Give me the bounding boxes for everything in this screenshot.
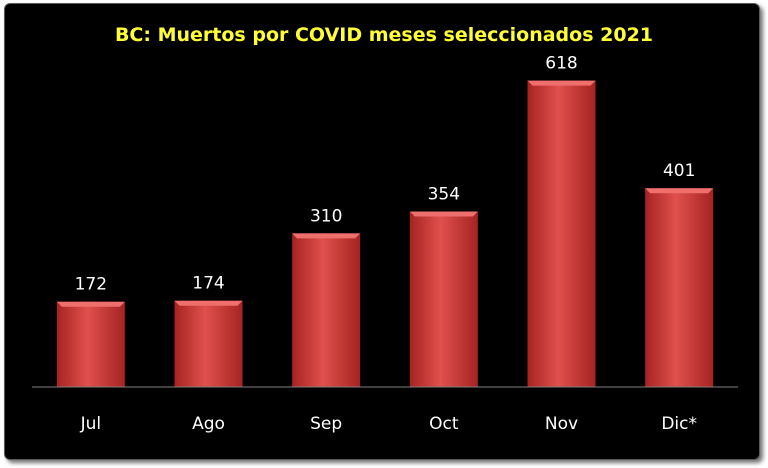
bar-ago — [174, 300, 243, 387]
bar-top-face — [409, 211, 478, 217]
x-tick-label: Ago — [192, 414, 225, 434]
x-tick-label: Nov — [545, 414, 578, 434]
bar-sep — [292, 233, 361, 387]
chart-title: BC: Muertos por COVID meses seleccionado… — [114, 24, 654, 46]
chart-frame — [4, 3, 760, 460]
x-tick-label: Sep — [310, 414, 342, 434]
value-label: 618 — [545, 54, 577, 74]
value-label: 174 — [192, 274, 224, 294]
value-label: 354 — [428, 185, 460, 205]
bar-top-face — [645, 188, 714, 194]
x-tick-label: Jul — [80, 414, 102, 434]
bar-top-face — [174, 300, 243, 306]
value-label: 172 — [75, 275, 107, 295]
bar-dic — [645, 188, 714, 387]
x-tick-label: Dic* — [661, 414, 697, 434]
bar-top-face — [527, 80, 596, 86]
value-label: 401 — [663, 161, 695, 181]
bar-top-face — [56, 301, 125, 307]
x-tick-label: Oct — [429, 414, 459, 434]
bar-oct — [409, 211, 478, 387]
bar-jul — [56, 301, 125, 387]
bar-nov — [527, 80, 596, 388]
bar-top-face — [292, 233, 361, 239]
value-label: 310 — [310, 206, 342, 226]
